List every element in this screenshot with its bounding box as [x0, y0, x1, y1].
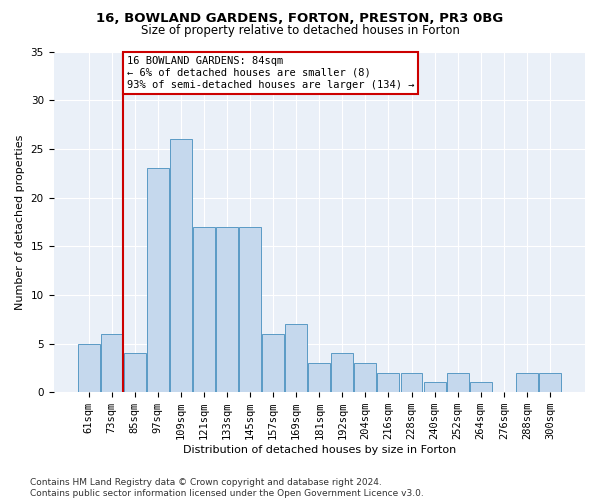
Y-axis label: Number of detached properties: Number of detached properties [15, 134, 25, 310]
Bar [401, 373, 422, 392]
Bar [262, 334, 284, 392]
Bar [377, 373, 400, 392]
Bar [308, 363, 330, 392]
Bar [239, 226, 261, 392]
Bar [424, 382, 446, 392]
Bar [470, 382, 491, 392]
Bar [446, 373, 469, 392]
Bar [193, 226, 215, 392]
Bar [170, 139, 192, 392]
Bar [539, 373, 561, 392]
Bar [101, 334, 122, 392]
X-axis label: Distribution of detached houses by size in Forton: Distribution of detached houses by size … [182, 445, 456, 455]
Text: 16 BOWLAND GARDENS: 84sqm
← 6% of detached houses are smaller (8)
93% of semi-de: 16 BOWLAND GARDENS: 84sqm ← 6% of detach… [127, 56, 414, 90]
Text: 16, BOWLAND GARDENS, FORTON, PRESTON, PR3 0BG: 16, BOWLAND GARDENS, FORTON, PRESTON, PR… [97, 12, 503, 26]
Bar [124, 354, 146, 392]
Bar [285, 324, 307, 392]
Text: Contains HM Land Registry data © Crown copyright and database right 2024.
Contai: Contains HM Land Registry data © Crown c… [30, 478, 424, 498]
Bar [331, 354, 353, 392]
Bar [516, 373, 538, 392]
Bar [355, 363, 376, 392]
Bar [216, 226, 238, 392]
Text: Size of property relative to detached houses in Forton: Size of property relative to detached ho… [140, 24, 460, 37]
Bar [147, 168, 169, 392]
Bar [77, 344, 100, 392]
